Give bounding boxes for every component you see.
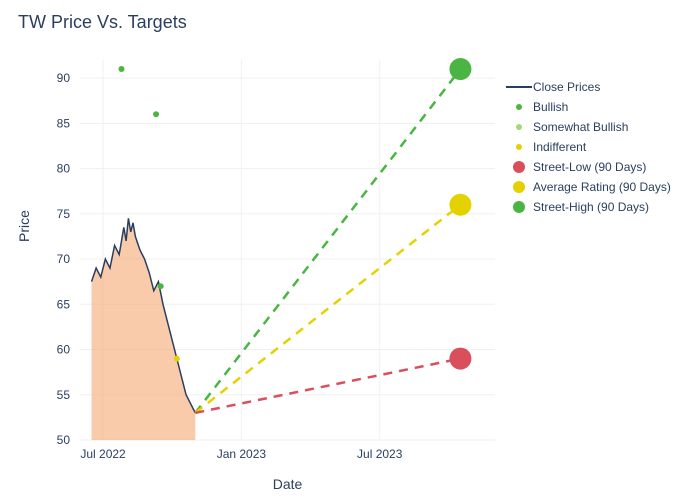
legend: Close Prices Bullish Somewhat Bullish Indif… bbox=[505, 78, 671, 218]
low-target-marker bbox=[449, 348, 471, 370]
svg-text:60: 60 bbox=[57, 343, 71, 357]
svg-text:75: 75 bbox=[57, 207, 71, 221]
legend-item: Bullish bbox=[505, 98, 671, 116]
bullish-dot bbox=[119, 66, 125, 72]
svg-text:90: 90 bbox=[57, 71, 71, 85]
svg-text:50: 50 bbox=[57, 433, 71, 447]
svg-text:Jul 2022: Jul 2022 bbox=[80, 447, 126, 461]
high-target-marker bbox=[449, 58, 471, 80]
svg-text:Jul 2023: Jul 2023 bbox=[357, 447, 403, 461]
bullish-dot bbox=[153, 111, 159, 117]
close-prices-area bbox=[92, 218, 196, 440]
bullish-dot bbox=[158, 283, 164, 289]
avg-target-marker bbox=[449, 194, 471, 216]
chart-plot: 50 55 60 65 70 75 80 85 90 Jul 2022 Jan 2023 Jul 20… bbox=[0, 0, 700, 500]
legend-item: Street-Low (90 Days) bbox=[505, 158, 671, 176]
legend-item: Close Prices bbox=[505, 78, 671, 96]
legend-label: Bullish bbox=[533, 100, 568, 114]
legend-label: Street-High (90 Days) bbox=[533, 200, 649, 214]
svg-text:80: 80 bbox=[57, 162, 71, 176]
avg-target-line bbox=[195, 205, 460, 413]
legend-item: Somewhat Bullish bbox=[505, 118, 671, 136]
legend-item: Indifferent bbox=[505, 138, 671, 156]
x-axis-title: Date bbox=[273, 476, 303, 492]
legend-label: Average Rating (90 Days) bbox=[533, 180, 671, 194]
svg-text:Jan 2023: Jan 2023 bbox=[217, 447, 267, 461]
y-axis-title: Price bbox=[16, 210, 32, 242]
legend-item: Street-High (90 Days) bbox=[505, 198, 671, 216]
svg-text:65: 65 bbox=[57, 297, 71, 311]
indifferent-dot bbox=[174, 356, 180, 362]
low-target-line bbox=[195, 359, 460, 413]
svg-text:55: 55 bbox=[57, 388, 71, 402]
legend-label: Somewhat Bullish bbox=[533, 120, 628, 134]
legend-label: Street-Low (90 Days) bbox=[533, 160, 646, 174]
svg-text:70: 70 bbox=[57, 252, 71, 266]
legend-label: Close Prices bbox=[533, 80, 600, 94]
svg-text:85: 85 bbox=[57, 116, 71, 130]
legend-label: Indifferent bbox=[533, 140, 586, 154]
legend-item: Average Rating (90 Days) bbox=[505, 178, 671, 196]
high-target-line bbox=[195, 69, 460, 413]
